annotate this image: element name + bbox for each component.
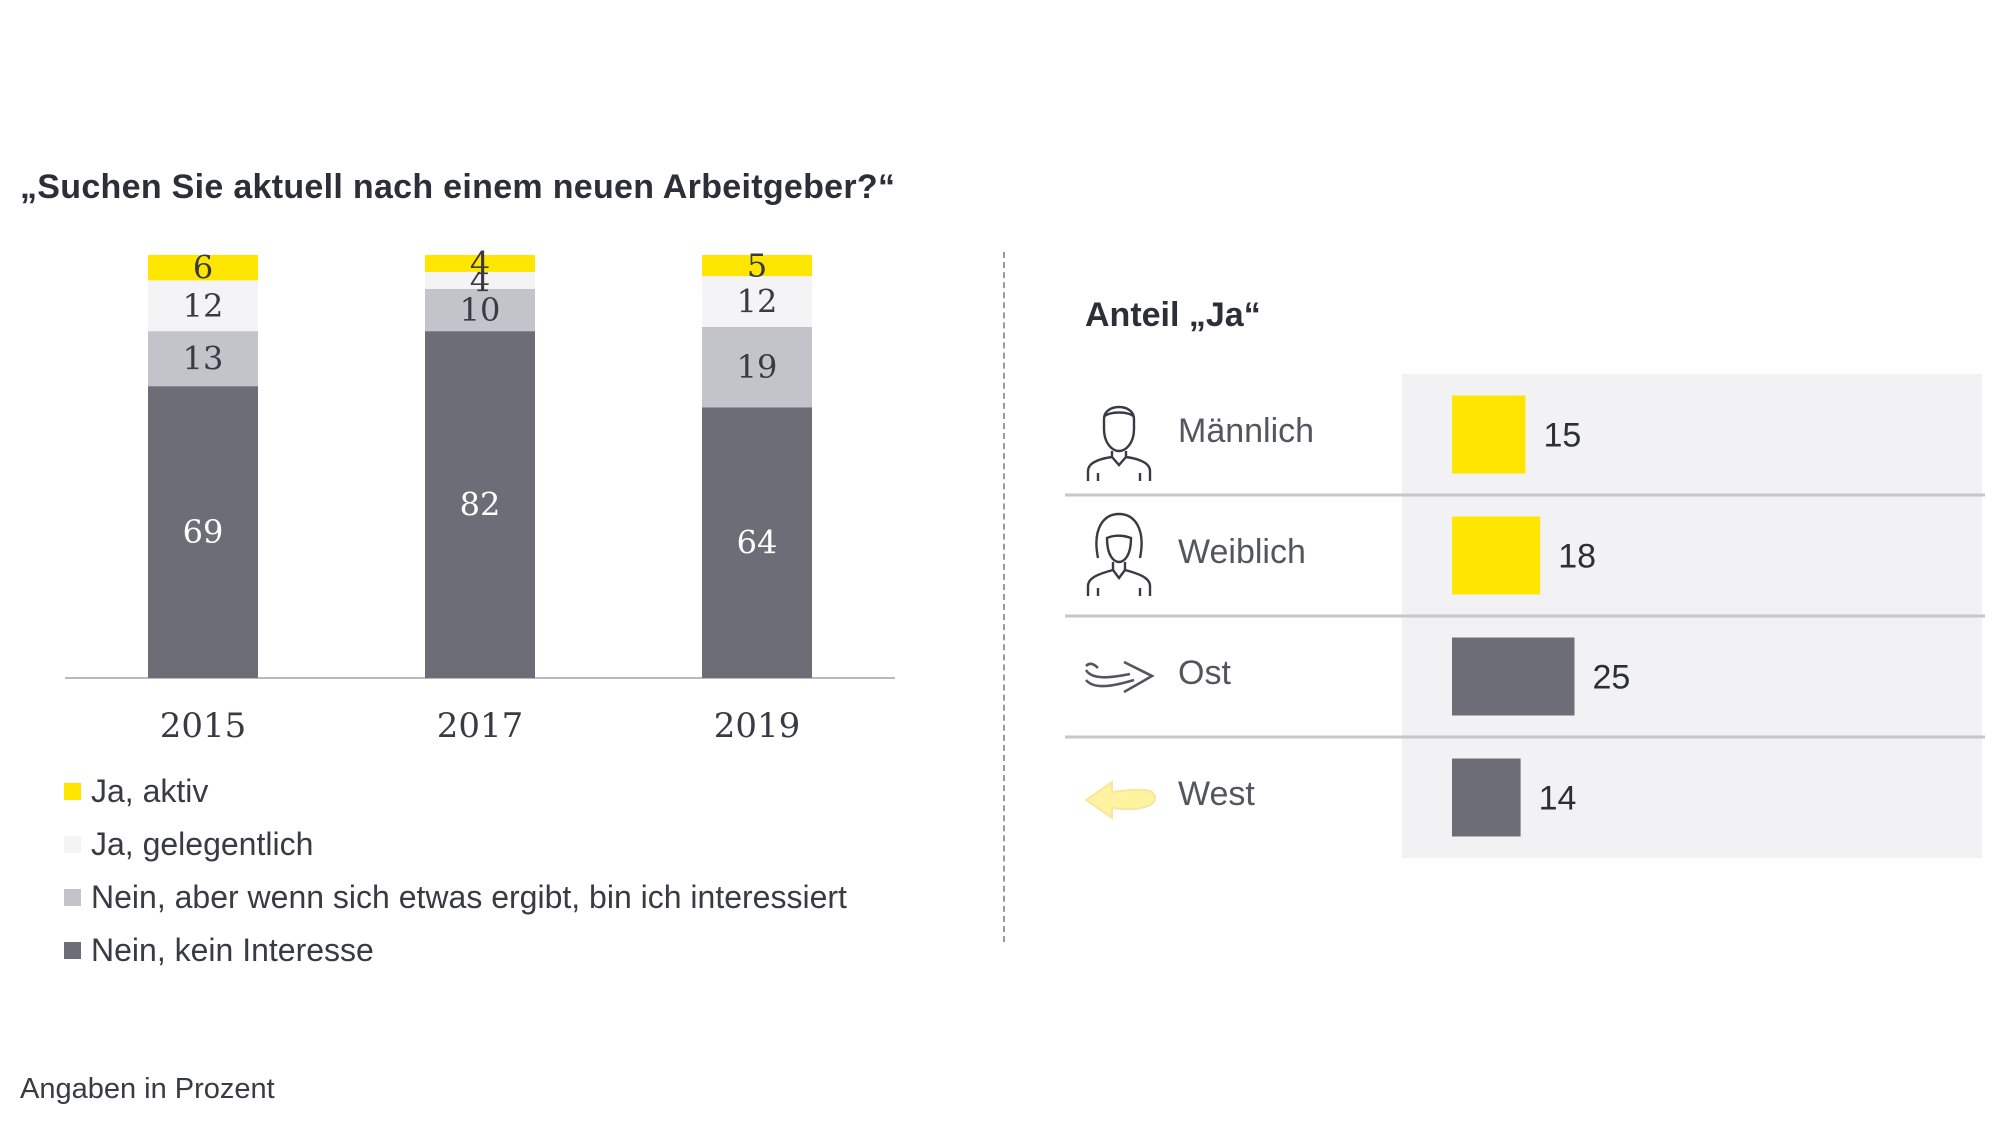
data-label: 64 [737, 524, 778, 562]
x-tick-label: 2017 [437, 706, 524, 746]
data-label: 4 [470, 244, 490, 282]
value-label: 25 [1593, 659, 1631, 697]
row-label-weiblich: Weiblich [1178, 533, 1306, 571]
bar-segment [148, 255, 258, 281]
legend-label: Nein, aber wenn sich etwas ergibt, bin i… [91, 879, 847, 915]
data-label: 69 [183, 513, 224, 551]
female-person-icon [1086, 512, 1152, 596]
bar [1452, 637, 1575, 716]
legend-item-ja-aktiv: Ja, aktiv [64, 765, 847, 818]
bar-segment [425, 255, 535, 272]
bar [1452, 395, 1526, 474]
x-tick-label: 2019 [714, 706, 801, 746]
bar-segment [702, 326, 812, 408]
legend-label: Ja, aktiv [91, 773, 209, 809]
bar [1452, 516, 1541, 595]
arrow-east-icon [1084, 660, 1155, 694]
bar-segment [425, 331, 535, 678]
value-label: 15 [1544, 417, 1582, 455]
value-label: 18 [1558, 538, 1596, 576]
right-chart-title: Anteil „Ja“ [1085, 296, 1261, 334]
legend-swatch [64, 783, 81, 800]
data-label: 82 [460, 486, 501, 524]
data-label: 19 [737, 348, 778, 386]
bar-segment [148, 386, 258, 678]
legend-swatch [64, 942, 81, 959]
male-person-icon [1086, 405, 1152, 481]
legend-label: Nein, kein Interesse [91, 932, 374, 968]
data-label: 6 [193, 249, 213, 287]
data-label: 5 [747, 247, 767, 285]
legend: Ja, aktiv Ja, gelegentlich Nein, aber we… [64, 765, 847, 977]
data-label: 12 [183, 287, 224, 325]
legend-item-ja-gelegentlich: Ja, gelegentlich [64, 818, 847, 871]
legend-item-nein-interessiert: Nein, aber wenn sich etwas ergibt, bin i… [64, 871, 847, 924]
bar-segment [702, 407, 812, 678]
divider [1003, 252, 1005, 942]
row-label-ost: Ost [1178, 654, 1231, 692]
footnote: Angaben in Prozent [20, 1073, 275, 1105]
bar-segment [702, 255, 812, 277]
legend-swatch [64, 836, 81, 853]
chart-title: „Suchen Sie aktuell nach einem neuen Arb… [20, 168, 896, 206]
row-label-west: West [1178, 775, 1255, 813]
legend-item-nein-kein-interesse: Nein, kein Interesse [64, 924, 847, 977]
bar-segment [148, 280, 258, 332]
bar-segment [425, 288, 535, 332]
data-label: 10 [460, 291, 501, 329]
bar-segment [148, 331, 258, 387]
row-label-maennlich: Männlich [1178, 412, 1315, 450]
value-label: 14 [1539, 780, 1577, 818]
legend-swatch [64, 889, 81, 906]
data-label: 13 [183, 340, 224, 378]
arrow-west-icon [1084, 780, 1156, 820]
bar [1452, 758, 1521, 837]
bar-segment [425, 271, 535, 289]
data-label: 12 [737, 283, 778, 321]
bar-segment [702, 276, 812, 327]
legend-label: Ja, gelegentlich [91, 826, 314, 862]
x-tick-label: 2015 [160, 706, 247, 746]
